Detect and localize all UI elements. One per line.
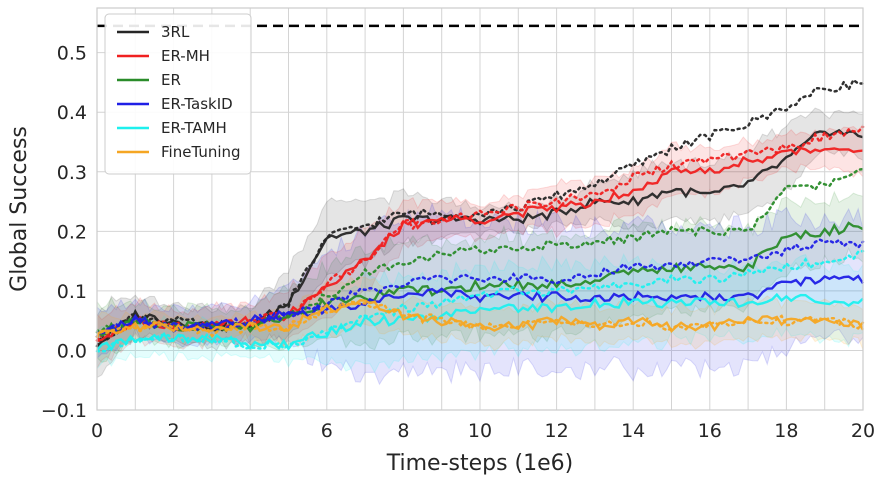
legend-label: ER-TaskID	[161, 95, 233, 113]
x-tick-label: 10	[468, 420, 492, 442]
x-tick-label: 20	[851, 420, 875, 442]
y-tick-label: 0.4	[57, 102, 87, 124]
series-line-dotted	[95, 300, 865, 339]
x-axis-label: Time-steps (1e6)	[386, 451, 574, 476]
series-line-dotted	[95, 238, 865, 338]
plot-frame	[96, 7, 864, 411]
legend-label: ER	[161, 71, 181, 89]
y-tick-label: 0.2	[57, 221, 87, 243]
x-tick-label: 6	[321, 420, 333, 442]
legend-label: FineTuning	[161, 143, 241, 161]
y-tick-label: 0.1	[57, 281, 87, 303]
x-tick-label: 16	[698, 420, 722, 442]
series-line-dotted	[95, 125, 865, 342]
legend-label: ER-TAMH	[161, 119, 227, 137]
y-tick-label: 0.5	[57, 43, 87, 65]
legend-label: ER-MH	[161, 47, 210, 65]
y-tick-label: 0.3	[57, 162, 87, 184]
legend-box	[104, 13, 252, 175]
legend-label: 3RL	[161, 23, 190, 41]
series-line	[96, 146, 864, 343]
series-line	[96, 292, 864, 352]
series-line	[96, 274, 865, 334]
x-tick-label: 14	[621, 420, 645, 442]
series-line-dotted	[95, 249, 865, 353]
legend: 3RL ER-MH ER ER-TaskID ER-TAMH FineTuning	[104, 13, 252, 175]
x-tick-label: 4	[244, 420, 256, 442]
y-tick-label: −0.1	[41, 400, 87, 422]
tick-labels: 0 2 4 6 8 10 12 14 16 18 20 −0.1 0.0 0.1 0.2 0.3 0.4 0.5	[41, 43, 875, 442]
x-tick-label: 8	[397, 420, 409, 442]
x-tick-label: 2	[168, 420, 180, 442]
series-lines	[95, 78, 865, 353]
x-tick-label: 0	[91, 420, 103, 442]
y-axis-label: Global Success	[7, 126, 32, 292]
x-tick-label: 12	[545, 420, 569, 442]
series-line	[96, 299, 865, 336]
x-tick-label: 18	[774, 420, 798, 442]
y-tick-label: 0.0	[57, 340, 87, 362]
